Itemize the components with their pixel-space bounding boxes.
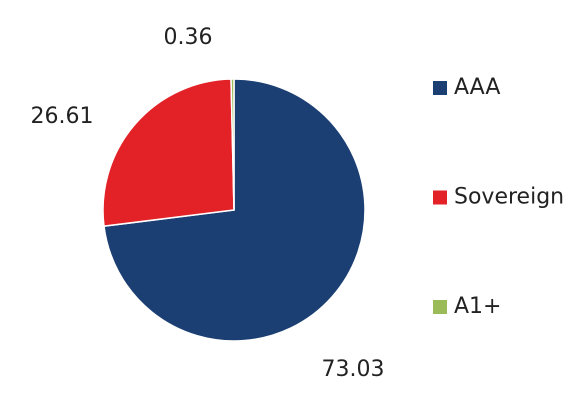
data-label: 73.03: [322, 357, 385, 382]
legend-swatch: [433, 190, 447, 205]
legend-label: Sovereign: [454, 185, 564, 210]
data-label: 26.61: [31, 104, 94, 129]
pie-slice: [102, 78, 235, 228]
pie-slice: [230, 78, 235, 211]
legend-label: A1+: [454, 294, 501, 319]
legend-swatch: [433, 81, 447, 95]
legend-swatch: [433, 300, 447, 314]
data-label: 0.36: [164, 25, 213, 50]
legend-label: AAA: [454, 75, 500, 100]
